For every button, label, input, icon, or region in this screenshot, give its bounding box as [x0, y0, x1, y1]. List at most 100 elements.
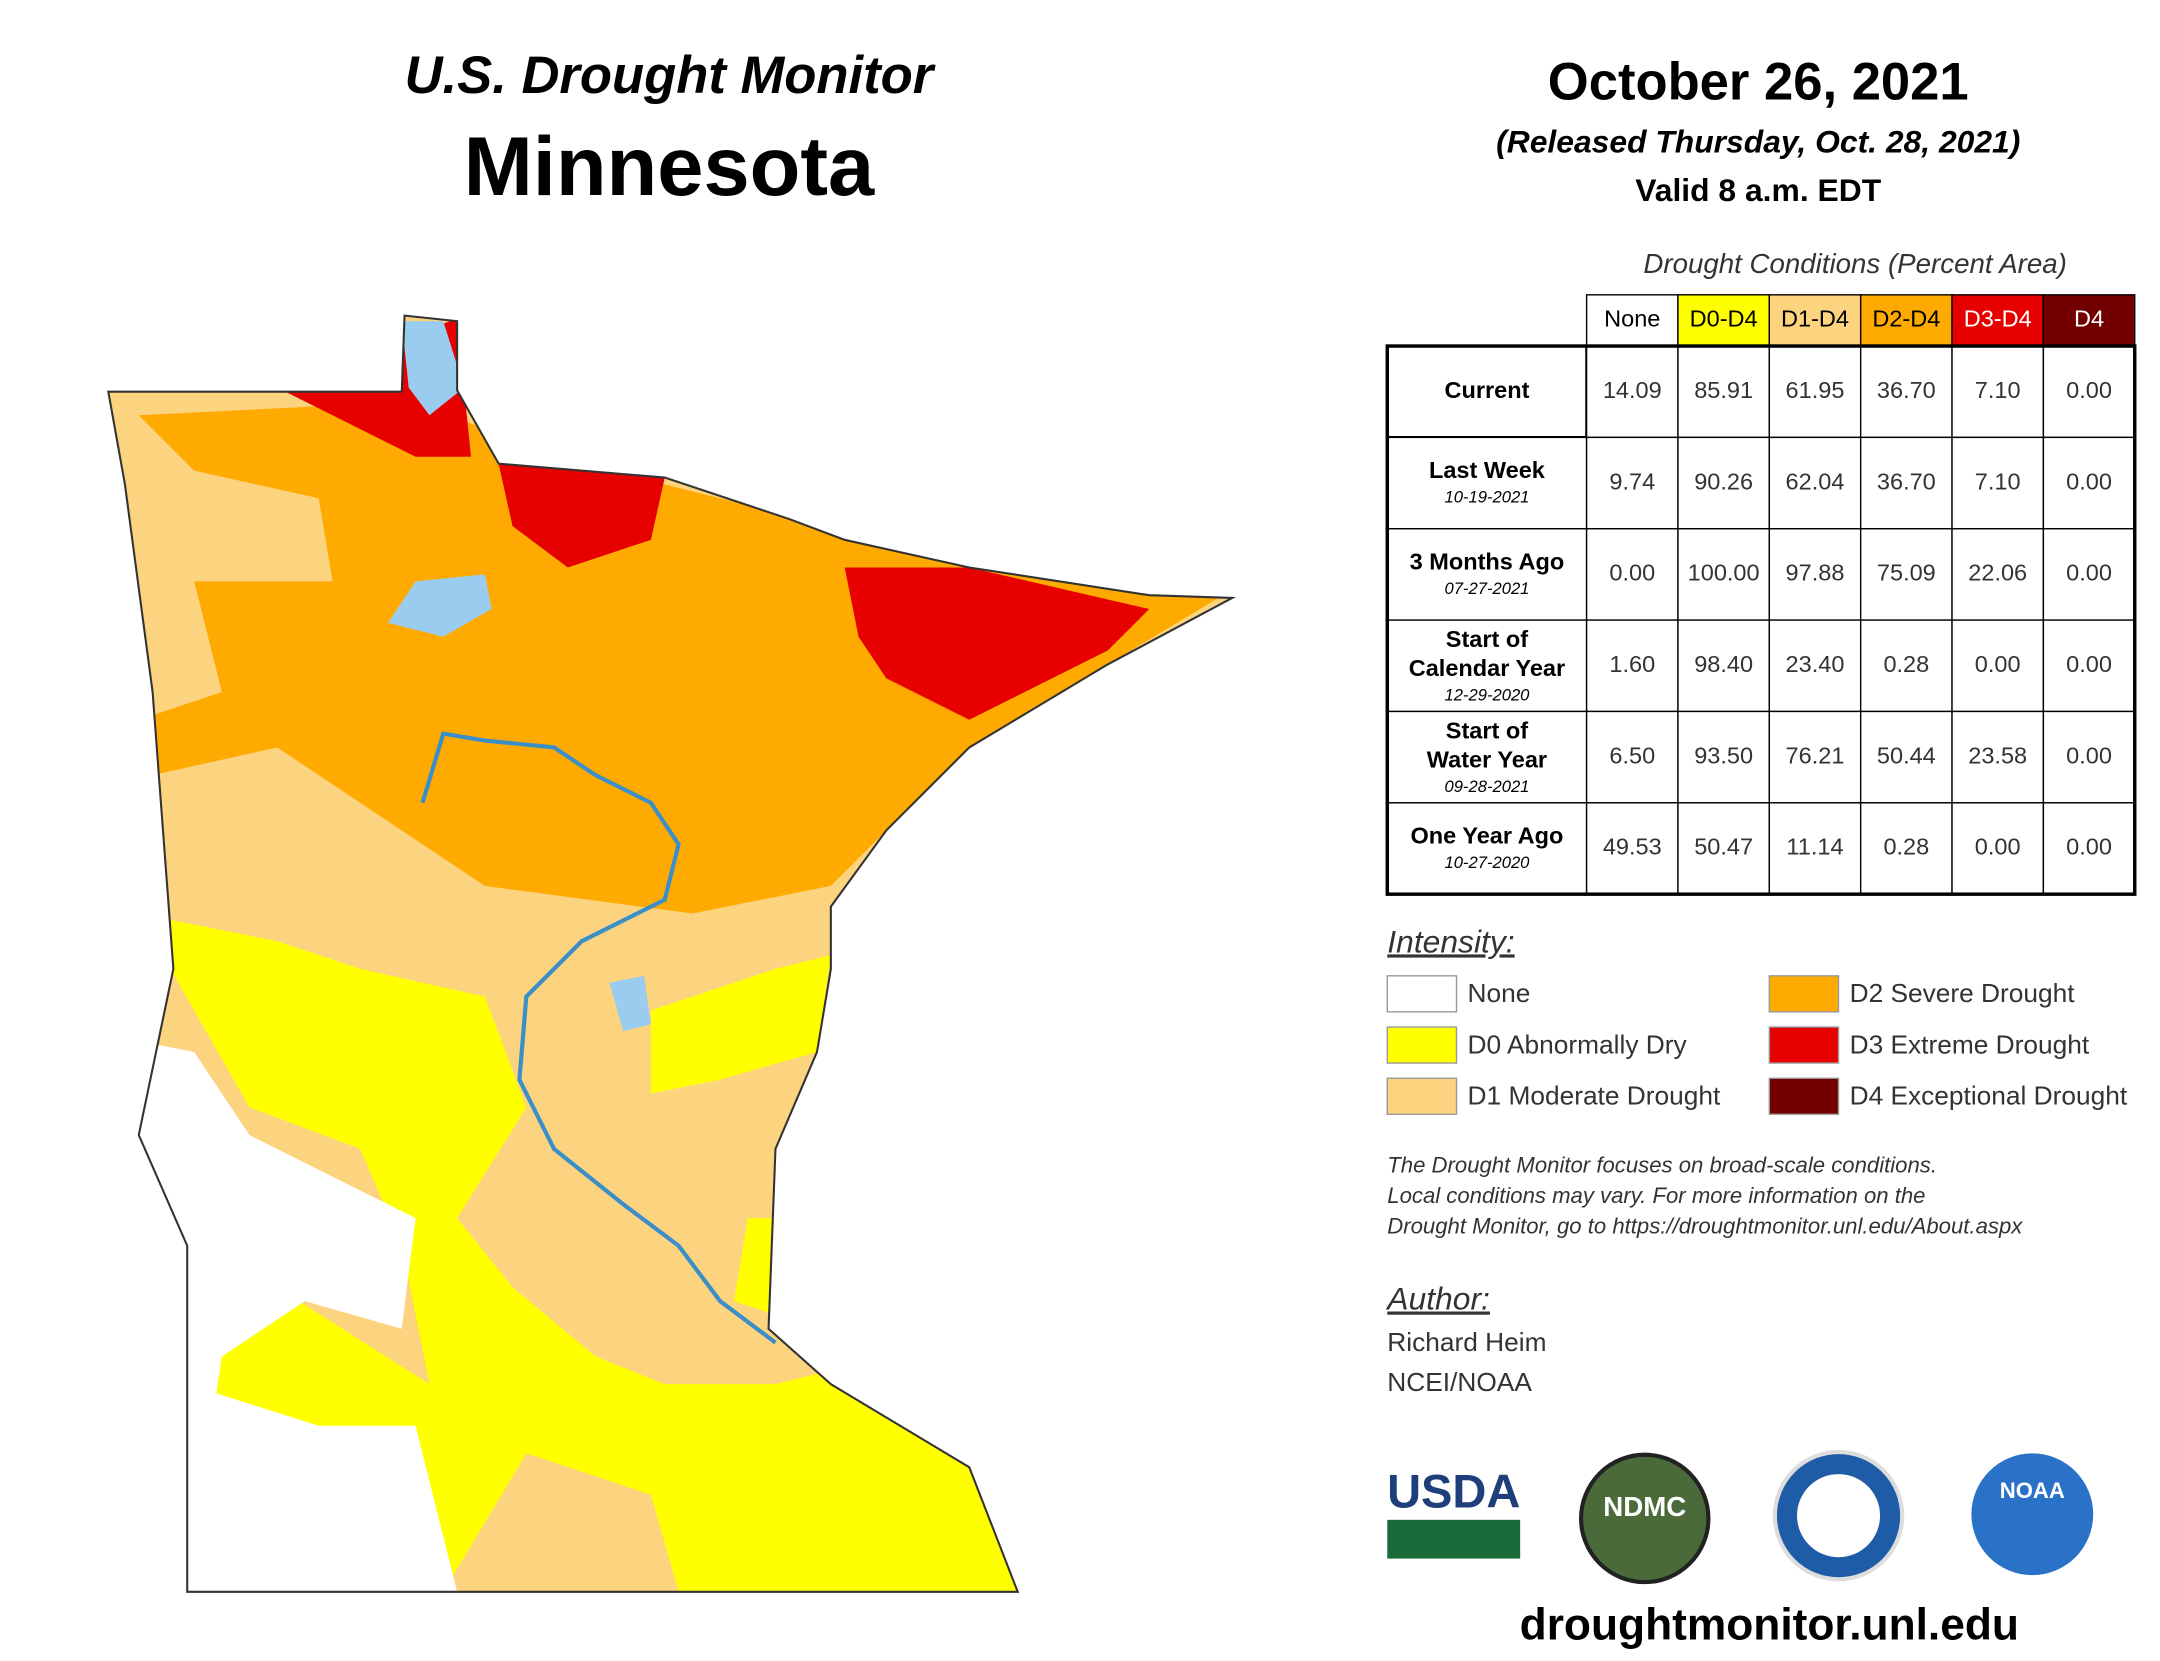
row-label: Calendar Year [1409, 655, 1565, 681]
note-line: Drought Monitor, go to https://droughtmo… [1387, 1214, 2023, 1239]
value-cell [1677, 802, 1771, 895]
value: 61.95 [1786, 377, 1845, 403]
value-cell [2042, 436, 2136, 530]
header-cell [1677, 294, 1771, 347]
legend-label: None [1468, 978, 1531, 1008]
usda-band [1387, 1519, 1521, 1559]
value: 76.21 [1786, 742, 1845, 768]
value: 11.14 [1786, 834, 1843, 860]
row-date: 12-29-2020 [1444, 686, 1530, 705]
row-label-cell [1386, 619, 1588, 713]
value-cell [2042, 345, 2136, 439]
d0-area [138, 913, 1018, 1592]
logos: USDA NDMC NOAA [1387, 1449, 2094, 1585]
legend-swatch [1768, 975, 1840, 1013]
value: 1.60 [1609, 651, 1655, 677]
value-cell [1677, 528, 1771, 621]
state-name: Minnesota [464, 120, 875, 213]
legend-label: D3 Extreme Drought [1850, 1029, 2090, 1059]
value: 98.40 [1694, 651, 1753, 677]
value-cell [1677, 710, 1771, 804]
value: 7.10 [1975, 377, 2021, 403]
river [420, 731, 777, 1345]
value-cell [1951, 619, 2045, 713]
author-title: Author: [1385, 1281, 1490, 1317]
value: 50.47 [1694, 834, 1753, 860]
value-cell [1859, 619, 1953, 713]
title: U.S. Drought Monitor [405, 46, 936, 105]
value: 7.10 [1975, 468, 2021, 494]
noaa-logo-bg [1971, 1453, 2094, 1576]
value: 0.28 [1883, 834, 1929, 860]
value-cell [1585, 619, 1679, 713]
row-label: Start of [1446, 626, 1528, 652]
row-date: 09-28-2021 [1444, 777, 1529, 796]
legend-label: D0 Abnormally Dry [1468, 1029, 1688, 1059]
value: 90.26 [1694, 468, 1753, 494]
legend-swatch [1386, 975, 1458, 1013]
column-header: D1-D4 [1781, 306, 1849, 332]
value: 0.00 [2066, 742, 2112, 768]
value-cell [1859, 802, 1953, 895]
value-cell [1677, 436, 1771, 530]
value-cell [1677, 619, 1771, 713]
legend-swatch [1768, 1026, 1840, 1064]
value: 36.70 [1877, 468, 1936, 494]
value: 0.00 [1975, 651, 2021, 677]
ndmc-logo: NDMC [1603, 1491, 1686, 1522]
value: 0.00 [1609, 560, 1655, 586]
legend-title: Intensity: [1387, 923, 1514, 959]
value-cell [1768, 710, 1862, 804]
value-cell [2042, 710, 2136, 804]
row-label: Water Year [1427, 747, 1547, 773]
legend-label: D1 Moderate Drought [1468, 1081, 1721, 1111]
value-cell [2042, 802, 2136, 895]
value-cell [1859, 710, 1953, 804]
row-label-cell [1386, 710, 1588, 804]
legend-label: D4 Exceptional Drought [1850, 1081, 2128, 1111]
value: 100.00 [1688, 560, 1760, 586]
value-cell [1768, 345, 1862, 439]
value-cell [1585, 802, 1679, 895]
value-cell [1585, 345, 1679, 439]
value: 0.00 [2066, 377, 2112, 403]
author-name: Richard Heim [1387, 1327, 1546, 1357]
row-date: 10-27-2020 [1444, 853, 1530, 872]
value-cell [1951, 436, 2045, 530]
commerce-seal-center [1796, 1474, 1881, 1558]
column-header: D3-D4 [1964, 306, 2032, 332]
row-label: 3 Months Ago [1410, 549, 1565, 575]
legend-swatch [1386, 1026, 1458, 1064]
state-outline [107, 314, 1237, 1593]
column-header: D4 [2074, 306, 2104, 332]
value: 14.09 [1603, 377, 1662, 403]
d1-area [526, 1453, 679, 1592]
legend-swatch [1386, 1077, 1458, 1115]
table-caption: Drought Conditions (Percent Area) [1643, 248, 2066, 279]
value: 0.28 [1883, 651, 1929, 677]
value: 62.04 [1786, 468, 1845, 494]
usda-logo: USDA [1387, 1464, 1520, 1517]
legend-swatch [1768, 1077, 1840, 1115]
value: 9.74 [1609, 468, 1655, 494]
value-cell [1585, 436, 1679, 530]
valid-time: Valid 8 a.m. EDT [1635, 172, 1881, 208]
row-label: Last Week [1429, 457, 1546, 483]
value: 0.00 [2066, 468, 2112, 494]
row-label: Current [1444, 377, 1529, 403]
author-org: NCEI/NOAA [1387, 1367, 1532, 1397]
value: 23.40 [1786, 651, 1845, 677]
ndmc-logo-bg [1578, 1452, 1711, 1585]
value-cell [1859, 528, 1953, 621]
row-date: 10-19-2021 [1444, 488, 1529, 507]
d0-area [650, 955, 831, 1094]
header-cell [2042, 294, 2136, 347]
lake [401, 321, 465, 416]
header-cell [1768, 294, 1862, 347]
d3-area [498, 463, 665, 568]
value-cell [1859, 436, 1953, 530]
value: 93.50 [1694, 742, 1753, 768]
map-date: October 26, 2021 [1548, 53, 1969, 112]
